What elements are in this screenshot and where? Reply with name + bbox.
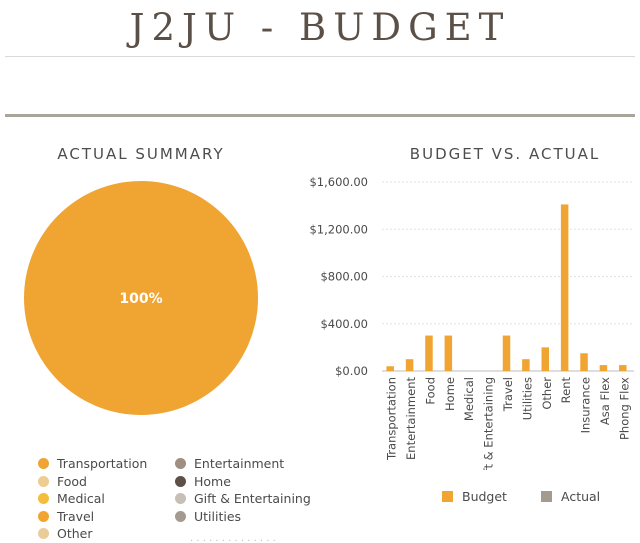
legend-label: Travel [57, 508, 95, 524]
legend-label: Entertainment [194, 456, 285, 472]
bar-budget-insurance[interactable] [580, 353, 588, 371]
x-tick-label: Travel [501, 377, 515, 412]
legend-actual-swatch [541, 491, 552, 502]
bar-budget-home[interactable] [444, 335, 453, 371]
bar-budget-other[interactable] [541, 347, 550, 371]
bar-budget-asa-flex[interactable] [599, 365, 608, 371]
bar-budget-entertainment[interactable] [405, 359, 414, 371]
legend-label: Utilities [194, 508, 242, 524]
x-tick-label: Home [443, 377, 457, 411]
header-divider [5, 56, 635, 57]
x-tick-label: Transportation [385, 377, 399, 461]
bar-budget-travel[interactable] [502, 335, 511, 371]
x-tick-label: Utilities [520, 377, 534, 420]
legend-label: Medical [57, 491, 105, 507]
legend-label: Home [194, 473, 231, 489]
legend-budget-label: Budget [462, 489, 507, 504]
budget-vs-actual-title: BUDGET VS. ACTUAL [409, 145, 601, 163]
legend-label: Other [57, 526, 93, 542]
legend-dot [38, 493, 49, 505]
y-tick-label: $1,200.00 [309, 222, 368, 236]
legend-budget-swatch [442, 491, 453, 502]
legend-item-transportation[interactable]: Transportation [38, 455, 147, 473]
legend-actual[interactable]: Actual [541, 489, 600, 504]
legend-item-entertainment[interactable]: Entertainment [175, 455, 311, 473]
legend-dot [38, 510, 49, 522]
legend-actual-label: Actual [561, 489, 601, 504]
x-tick-label: Gift & Entertaining [482, 377, 496, 470]
legend-item-gift-entertaining[interactable]: Gift & Entertaining [175, 490, 311, 508]
legend-dot [175, 510, 186, 522]
x-tick-label: Phong Flex [617, 377, 631, 440]
legend-item-medical[interactable]: Medical [38, 490, 147, 508]
y-tick-label: $800.00 [320, 270, 368, 284]
page-title: J2JU - BUDGET [129, 6, 511, 49]
legend-label: Food [57, 473, 87, 489]
legend-dot [38, 458, 49, 470]
legend-label: Transportation [57, 456, 148, 472]
legend-item-other[interactable]: Other [38, 525, 147, 543]
clipped-footer-text: · · · · · · · · · · · · · · [190, 536, 276, 543]
pie-legend-right: Entertainment Home Gift & Entertaining Util… [175, 455, 311, 525]
legend-item-travel[interactable]: Travel [38, 508, 147, 526]
bar-budget-transportation[interactable] [386, 366, 394, 371]
actual-summary-title: ACTUAL SUMMARY [57, 145, 225, 163]
actual-summary-pie-chart: 100% [24, 181, 258, 415]
legend-dot [38, 528, 49, 540]
legend-item-food[interactable]: Food [38, 473, 147, 491]
pie-slice-transportation[interactable] [24, 181, 258, 415]
bar-budget-food[interactable] [425, 335, 433, 371]
legend-dot [175, 458, 186, 470]
section-divider [5, 114, 635, 117]
legend-dot [175, 475, 186, 487]
x-tick-label: Rent [559, 377, 573, 404]
y-tick-label: $1,600.00 [309, 175, 368, 189]
legend-budget[interactable]: Budget [442, 489, 507, 504]
bar-budget-utilities[interactable] [522, 359, 530, 371]
pie-legend-left: Transportation Food Medical Travel Other [38, 455, 147, 543]
bar-budget-rent[interactable] [560, 204, 569, 371]
legend-label: Gift & Entertaining [194, 491, 311, 507]
x-tick-label: Medical [462, 377, 476, 421]
pie-slice-label: 100% [119, 291, 162, 307]
y-tick-label: $400.00 [320, 317, 368, 331]
budget-vs-actual-bar-chart: $0.00 $400.00 $800.00 $1,200.00 $1,600.00 Tra… [309, 175, 634, 470]
x-tick-label: Entertainment [404, 377, 418, 460]
legend-dot [38, 475, 49, 487]
legend-item-home[interactable]: Home [175, 473, 311, 491]
x-tick-label: Food [423, 377, 437, 405]
legend-dot [175, 493, 186, 505]
x-tick-label: Other [540, 377, 554, 410]
legend-item-utilities[interactable]: Utilities [175, 508, 311, 526]
bar-budget-phong-flex[interactable] [619, 365, 627, 371]
x-tick-label: Insurance [579, 377, 593, 433]
x-tick-label: Asa Flex [598, 377, 612, 425]
y-tick-label: $0.00 [335, 364, 368, 378]
